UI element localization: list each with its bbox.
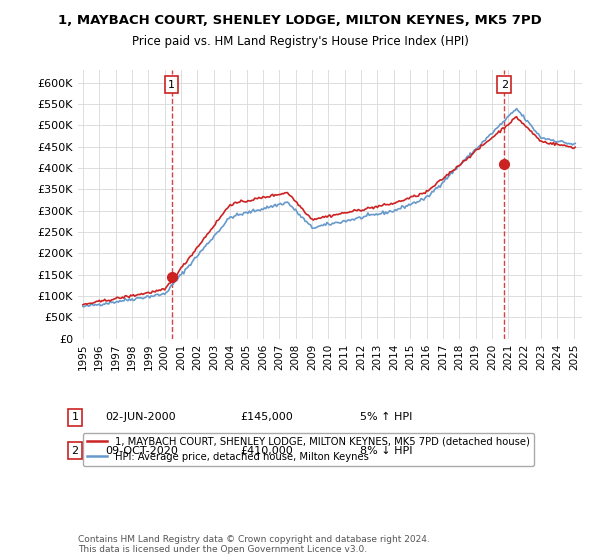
Text: Price paid vs. HM Land Registry's House Price Index (HPI): Price paid vs. HM Land Registry's House … [131,35,469,48]
Text: £410,000: £410,000 [240,446,293,456]
Text: 2: 2 [71,446,79,456]
Text: £145,000: £145,000 [240,412,293,422]
Text: Contains HM Land Registry data © Crown copyright and database right 2024.
This d: Contains HM Land Registry data © Crown c… [78,535,430,554]
Text: 1, MAYBACH COURT, SHENLEY LODGE, MILTON KEYNES, MK5 7PD: 1, MAYBACH COURT, SHENLEY LODGE, MILTON … [58,14,542,27]
Text: 1: 1 [168,80,175,90]
Text: 5% ↑ HPI: 5% ↑ HPI [360,412,412,422]
Text: 8% ↓ HPI: 8% ↓ HPI [360,446,413,456]
Text: 02-JUN-2000: 02-JUN-2000 [105,412,176,422]
Text: 2: 2 [501,80,508,90]
Legend: 1, MAYBACH COURT, SHENLEY LODGE, MILTON KEYNES, MK5 7PD (detached house), HPI: A: 1, MAYBACH COURT, SHENLEY LODGE, MILTON … [83,432,534,465]
Text: 1: 1 [71,412,79,422]
Text: 09-OCT-2020: 09-OCT-2020 [105,446,178,456]
